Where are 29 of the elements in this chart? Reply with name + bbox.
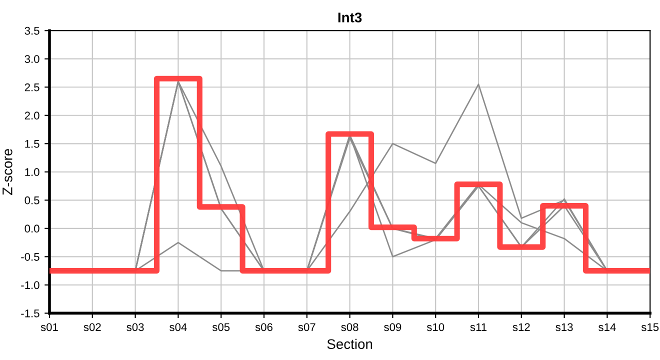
y-tick-label: 0.5 (24, 196, 40, 204)
x-tick-label: s04 (170, 323, 187, 332)
y-tick-label: 1.0 (25, 168, 40, 176)
y-tick-label: 3.5 (24, 26, 40, 35)
x-tick-label: s09 (384, 323, 402, 332)
x-tick-label: s12 (512, 323, 530, 332)
x-tick-label: s14 (598, 323, 616, 332)
x-tick-label: s03 (126, 323, 144, 332)
x-tick-label: s08 (341, 323, 358, 332)
x-tick-label: s11 (470, 323, 487, 332)
y-tick-label: 2.5 (24, 83, 40, 92)
x-tick-label: s05 (212, 323, 230, 332)
y-tick-label: 3.0 (24, 55, 40, 63)
x-tick-label: s10 (426, 323, 444, 332)
x-tick-label: s02 (84, 323, 101, 332)
y-tick-label: -0.5 (21, 252, 40, 261)
x-tick-label: s15 (641, 323, 659, 332)
x-tick-label: s01 (40, 323, 58, 332)
x-tick-label: s06 (255, 323, 272, 332)
x-tick-label: s07 (298, 323, 316, 332)
y-tick-label: 1.5 (25, 140, 40, 148)
y-tick-label: 0.0 (24, 224, 40, 233)
y-tick-label: 2.0 (24, 112, 40, 120)
x-axis-title: Section (327, 338, 372, 350)
x-tick-label: s13 (556, 323, 573, 332)
chart-title: Int3 (338, 12, 362, 22)
y-tick-label: -1.0 (21, 281, 40, 290)
y-tick-label: -1.5 (21, 310, 40, 318)
y-axis-title: Z-score (2, 148, 12, 195)
